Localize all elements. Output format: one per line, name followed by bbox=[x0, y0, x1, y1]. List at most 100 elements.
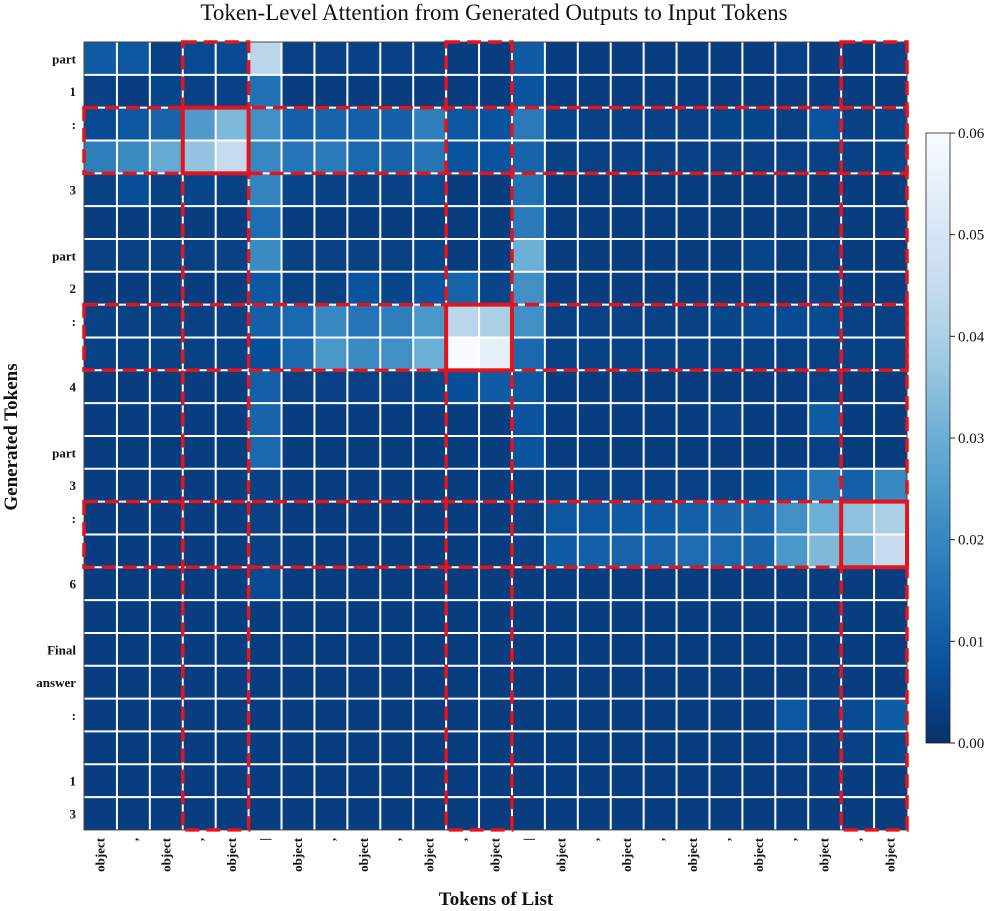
heatmap-cell bbox=[874, 534, 908, 568]
heatmap-cell bbox=[281, 797, 315, 831]
heatmap-cell bbox=[413, 665, 447, 699]
heatmap-cell bbox=[775, 42, 809, 76]
heatmap-cell bbox=[215, 140, 249, 174]
heatmap-cell bbox=[149, 403, 184, 437]
heatmap-cell bbox=[808, 42, 842, 76]
heatmap-cell bbox=[380, 731, 414, 765]
heatmap-cell bbox=[446, 764, 480, 798]
heatmap-cell bbox=[446, 140, 480, 174]
heatmap-cell bbox=[84, 600, 118, 634]
heatmap-cell bbox=[841, 337, 875, 371]
heatmap-cell bbox=[446, 370, 480, 404]
heatmap-cell bbox=[610, 370, 644, 404]
x-tick-label: | bbox=[520, 838, 535, 841]
highlight-column-group bbox=[444, 40, 514, 832]
heatmap-cell bbox=[215, 238, 249, 273]
heatmap-cell bbox=[874, 238, 908, 273]
heatmap-cell bbox=[347, 534, 381, 568]
heatmap-cell bbox=[841, 304, 875, 338]
heatmap-cell bbox=[577, 107, 612, 141]
heatmap-cell bbox=[610, 271, 644, 305]
heatmap-cell bbox=[215, 567, 249, 601]
colorbar-tick-label: 0.05 bbox=[958, 228, 984, 244]
heatmap-cell bbox=[577, 238, 612, 273]
heatmap-cell bbox=[511, 698, 546, 732]
heatmap-cell bbox=[446, 501, 480, 535]
heatmap-cell bbox=[808, 74, 842, 108]
heatmap-cell bbox=[577, 797, 612, 831]
heatmap-cell bbox=[643, 173, 677, 207]
highlight-solid-cells bbox=[180, 105, 909, 570]
heatmap-cell bbox=[314, 206, 348, 240]
heatmap-cell bbox=[544, 534, 579, 568]
heatmap-cell bbox=[84, 107, 118, 141]
heatmap-cell bbox=[84, 42, 118, 76]
heatmap-cell bbox=[544, 435, 579, 470]
heatmap-cell bbox=[511, 468, 546, 502]
heatmap-cell bbox=[314, 501, 348, 535]
heatmap-cell bbox=[643, 567, 677, 601]
heatmap-cell bbox=[709, 403, 743, 437]
heatmap-cell bbox=[479, 107, 513, 141]
heatmap-cell bbox=[84, 698, 118, 732]
heatmap-cell bbox=[215, 797, 249, 831]
heatmap-cell bbox=[874, 797, 908, 831]
heatmap-cell bbox=[182, 370, 216, 404]
heatmap-cell bbox=[413, 42, 447, 76]
heatmap-cell bbox=[281, 140, 315, 174]
x-tick-label: object bbox=[553, 837, 568, 872]
heatmap-cell bbox=[610, 173, 644, 207]
heatmap-cell bbox=[874, 600, 908, 634]
heatmap-cell bbox=[314, 173, 348, 207]
heatmap-cell bbox=[775, 435, 809, 470]
heatmap-cell bbox=[676, 731, 710, 765]
heatmap-cell bbox=[643, 337, 677, 371]
heatmap-cell bbox=[116, 304, 151, 338]
colorbar-tick-label: 0.06 bbox=[958, 126, 985, 142]
heatmap-cell bbox=[446, 107, 480, 141]
heatmap-cell bbox=[84, 206, 118, 240]
heatmap-cell bbox=[775, 403, 809, 437]
heatmap-cell bbox=[511, 665, 546, 699]
heatmap-cell bbox=[742, 764, 776, 798]
heatmap-cell bbox=[709, 140, 743, 174]
heatmap-cell bbox=[874, 403, 908, 437]
heatmap-cell bbox=[479, 698, 513, 732]
heatmap-cell bbox=[380, 698, 414, 732]
heatmap-cell bbox=[149, 304, 184, 338]
heatmap-cell bbox=[314, 731, 348, 765]
heatmap-cell bbox=[676, 764, 710, 798]
heatmap-cell bbox=[347, 501, 381, 535]
heatmap-cell bbox=[544, 665, 579, 699]
heatmap-cell bbox=[808, 304, 842, 338]
heatmap-cell bbox=[709, 271, 743, 305]
heatmap-cell bbox=[808, 206, 842, 240]
heatmap-cell bbox=[643, 698, 677, 732]
heatmap-cell bbox=[577, 206, 612, 240]
heatmap-cell bbox=[841, 501, 875, 535]
heatmap-cell bbox=[874, 567, 908, 601]
heatmap-cell bbox=[149, 370, 184, 404]
heatmap-cell bbox=[116, 501, 151, 535]
x-tick-label: , bbox=[586, 838, 601, 841]
heatmap-cell bbox=[841, 731, 875, 765]
heatmap-cell bbox=[314, 337, 348, 371]
heatmap-cell bbox=[347, 632, 381, 667]
heatmap-cell bbox=[479, 140, 513, 174]
heatmap-cell bbox=[413, 567, 447, 601]
heatmap-cell bbox=[182, 600, 216, 634]
heatmap-cell bbox=[215, 370, 249, 404]
heatmap-cell bbox=[347, 173, 381, 207]
y-tick-labels: part 1: 3 part 2: 4 part 3: 6 Final answer: 1 3 bbox=[36, 51, 76, 821]
heatmap-cell bbox=[314, 42, 348, 76]
heatmap-cell bbox=[874, 731, 908, 765]
heatmap-cell bbox=[182, 534, 216, 568]
heatmap-cell bbox=[544, 107, 579, 141]
heatmap-cell bbox=[380, 501, 414, 535]
heatmap-cell bbox=[413, 468, 447, 502]
heatmap-cell bbox=[149, 42, 184, 76]
heatmap-cell bbox=[479, 665, 513, 699]
heatmap-cell bbox=[116, 271, 151, 305]
heatmap-cell bbox=[314, 632, 348, 667]
heatmap-cell bbox=[775, 632, 809, 667]
